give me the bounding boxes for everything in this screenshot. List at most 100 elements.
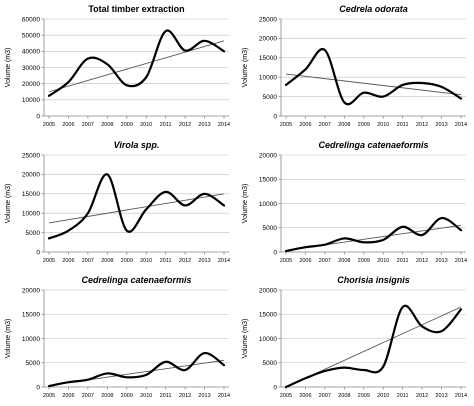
data-point <box>460 98 462 100</box>
x-tick-label: 2011 <box>160 393 172 399</box>
data-point <box>184 205 186 207</box>
chart-svg-6: Chorisia insignis 0 5000 10000 15000 20000 200… <box>242 275 467 399</box>
x-tick-label: 2013 <box>198 393 210 399</box>
data-point <box>305 69 307 71</box>
x-tick-label: 2005 <box>43 393 55 399</box>
data-point <box>363 92 365 94</box>
x-tick-label: 2010 <box>377 122 389 128</box>
x-tick-label: 2011 <box>160 258 172 264</box>
x-tick-label: 2005 <box>280 122 292 128</box>
data-point <box>126 230 128 232</box>
x-tick-label: 2013 <box>198 258 210 264</box>
x-tick-label: 2008 <box>101 393 113 399</box>
data-point <box>223 51 225 53</box>
y-tick-label: 50000 <box>22 32 40 39</box>
x-tick-label: 2011 <box>160 122 172 128</box>
x-tick-label: 2009 <box>121 122 133 128</box>
data-point <box>324 244 326 246</box>
data-point <box>87 58 89 60</box>
data-point <box>441 330 443 332</box>
data-point <box>145 209 147 211</box>
data-point <box>344 102 346 104</box>
x-tick-label: 2008 <box>101 258 113 264</box>
data-point <box>48 238 50 240</box>
x-tick-label: 2012 <box>179 122 191 128</box>
x-tick-label: 2010 <box>140 122 152 128</box>
x-tick-label: 2006 <box>299 122 311 128</box>
y-tick-label: 25000 <box>22 152 40 159</box>
y-axis-label: Volume (m3) <box>5 184 12 224</box>
data-point <box>402 84 404 86</box>
y-tick-label: 15000 <box>259 177 277 184</box>
data-point <box>402 306 404 308</box>
x-tick-label: 2010 <box>140 393 152 399</box>
data-point <box>421 234 423 236</box>
x-tick-label: 2013 <box>198 122 210 128</box>
y-tick-label: 20000 <box>22 81 40 88</box>
y-tick-label: 0 <box>273 384 277 391</box>
x-tick-label: 2010 <box>140 258 152 264</box>
data-point <box>285 386 287 388</box>
data-point <box>285 84 287 86</box>
x-tick-label: 2013 <box>435 258 447 264</box>
x-tick-label: 2010 <box>377 393 389 399</box>
y-tick-label: 20000 <box>22 287 40 294</box>
x-tick-label: 2005 <box>43 122 55 128</box>
x-tick-label: 2006 <box>62 122 74 128</box>
data-point <box>145 76 147 78</box>
data-point <box>68 230 70 232</box>
chart-panel-1: Total timber extraction 0 10000 20000 30000 4… <box>0 0 237 135</box>
data-point <box>460 309 462 311</box>
y-axis-label: Volume (m3) <box>242 184 249 224</box>
y-tick-label: 15000 <box>259 312 277 319</box>
y-tick-label: 0 <box>273 249 277 256</box>
y-tick-label: 10000 <box>22 211 40 218</box>
trend-line <box>48 40 225 93</box>
y-axis-label: Volume (m3) <box>242 319 249 359</box>
chart-panel-5: Cedrelinga catenaeformis 0 5000 10000 15000 2… <box>0 271 237 406</box>
x-tick-label: 2007 <box>82 393 94 399</box>
chart-title: Total timber extraction <box>88 4 184 14</box>
x-tick-label: 2012 <box>416 393 428 399</box>
x-tick-label: 2013 <box>435 122 447 128</box>
x-tick-label: 2014 <box>218 393 230 399</box>
chart-panel-6: Chorisia insignis 0 5000 10000 15000 20000 200… <box>237 271 474 406</box>
chart-svg-4: Cedrelinga catenaeformis 0 5000 10000 15000 2… <box>242 140 467 264</box>
data-point <box>382 366 384 368</box>
data-point <box>126 377 128 379</box>
data-point <box>324 370 326 372</box>
data-point <box>441 86 443 88</box>
x-tick-label: 2006 <box>299 258 311 264</box>
data-point <box>204 193 206 195</box>
data-point <box>87 379 89 381</box>
y-tick-label: 15000 <box>259 55 277 62</box>
data-point <box>223 364 225 366</box>
y-axis-label: Volume (m3) <box>5 319 12 359</box>
chart-svg-5: Cedrelinga catenaeformis 0 5000 10000 15000 2… <box>5 275 230 399</box>
data-point <box>126 84 128 86</box>
x-tick-label: 2007 <box>82 258 94 264</box>
y-tick-label: 40000 <box>22 49 40 56</box>
data-point <box>421 82 423 84</box>
y-tick-label: 10000 <box>22 97 40 104</box>
x-tick-label: 2009 <box>121 393 133 399</box>
series-line <box>284 47 463 106</box>
x-tick-label: 2014 <box>455 393 467 399</box>
y-axis-label: Volume (m3) <box>242 48 249 88</box>
x-tick-label: 2012 <box>179 393 191 399</box>
y-tick-label: 10000 <box>22 336 40 343</box>
x-tick-label: 2007 <box>319 393 331 399</box>
data-point <box>184 50 186 52</box>
x-tick-label: 2009 <box>121 258 133 264</box>
data-point <box>107 373 109 375</box>
y-tick-label: 20000 <box>259 287 277 294</box>
data-point <box>441 217 443 219</box>
x-tick-label: 2008 <box>338 258 350 264</box>
data-point <box>344 367 346 369</box>
data-point <box>305 246 307 248</box>
y-tick-label: 5000 <box>26 230 41 237</box>
chart-panel-2: Cedrela odorata 0 5000 10000 15000 20000 25000… <box>237 0 474 135</box>
y-tick-label: 15000 <box>22 312 40 319</box>
x-tick-label: 2010 <box>377 258 389 264</box>
